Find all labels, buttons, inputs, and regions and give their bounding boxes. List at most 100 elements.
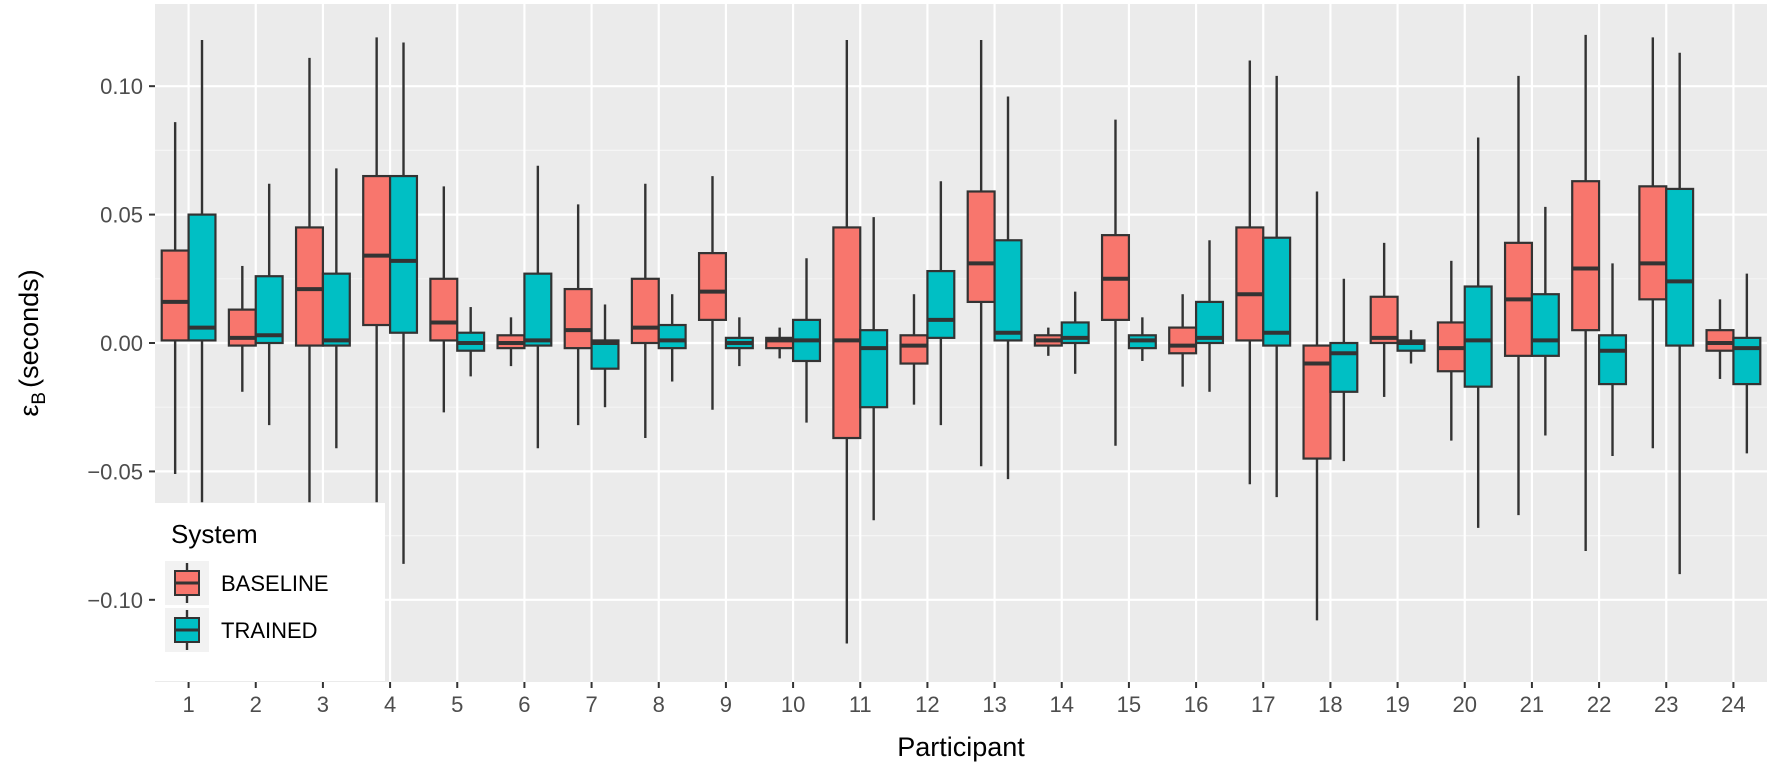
x-tick-label: 24	[1721, 692, 1745, 717]
box-baseline-participant-3	[294, 57, 325, 503]
box-iqr	[1463, 285, 1493, 388]
box-iqr	[966, 190, 996, 304]
box-baseline-participant-15	[1100, 119, 1131, 446]
box-iqr	[388, 174, 419, 334]
box-trained-participant-3	[321, 168, 351, 449]
box-baseline-participant-11	[832, 39, 862, 644]
x-tick-label: 3	[317, 692, 329, 717]
box-baseline-participant-6	[496, 317, 526, 367]
y-tick-label: 0.00	[100, 331, 143, 356]
box-baseline-participant-9	[697, 176, 728, 410]
box-trained-participant-2	[254, 183, 284, 426]
x-tick-label: 20	[1453, 692, 1477, 717]
box-iqr	[321, 272, 351, 347]
box-trained-participant-7	[590, 304, 620, 408]
box-iqr	[1235, 226, 1265, 342]
box-trained-participant-19	[1396, 330, 1426, 364]
x-tick-label: 2	[250, 692, 262, 717]
x-tick-label: 19	[1385, 692, 1409, 717]
box-trained-participant-5	[456, 307, 486, 377]
box-iqr	[1530, 293, 1560, 357]
x-tick-label: 17	[1251, 692, 1275, 717]
box-iqr	[227, 308, 257, 347]
box-baseline-participant-1	[160, 122, 190, 474]
box-baseline-participant-21	[1503, 75, 1534, 516]
x-tick-label: 7	[585, 692, 597, 717]
y-tick-label: 0.10	[100, 74, 143, 99]
box-iqr	[187, 213, 217, 342]
legend-label: BASELINE	[221, 571, 329, 596]
box-baseline-participant-23	[1638, 37, 1668, 449]
legend: System BASELINE TRAINED	[155, 503, 385, 681]
box-baseline-participant-19	[1369, 242, 1399, 397]
box-iqr	[563, 287, 593, 350]
series-baseline	[160, 34, 1735, 644]
box-trained-participant-13	[993, 96, 1023, 480]
box-iqr	[1396, 339, 1426, 352]
boxplot-series	[160, 34, 1762, 644]
box-iqr	[429, 277, 459, 342]
box-iqr	[254, 275, 284, 345]
box-iqr	[630, 277, 660, 345]
box-trained-participant-18	[1329, 278, 1359, 462]
box-iqr	[1571, 180, 1601, 332]
box-iqr	[1732, 336, 1762, 386]
x-tick-label: 21	[1520, 692, 1544, 717]
box-baseline-participant-22	[1571, 34, 1601, 552]
box-iqr	[1705, 329, 1735, 352]
box-iqr	[1168, 326, 1198, 355]
box-iqr	[1329, 341, 1359, 393]
box-trained-participant-14	[1060, 291, 1090, 374]
x-tick-label: 11	[849, 692, 872, 717]
x-tick-label: 6	[518, 692, 530, 717]
box-baseline-participant-7	[563, 204, 593, 426]
box-trained-participant-24	[1732, 273, 1762, 454]
box-iqr	[926, 269, 956, 339]
x-tick-label: 23	[1654, 692, 1678, 717]
x-tick-label: 12	[915, 692, 939, 717]
box-iqr	[859, 329, 889, 409]
x-tick-label: 13	[982, 692, 1006, 717]
x-tick-label: 14	[1050, 692, 1074, 717]
box-baseline-participant-18	[1302, 191, 1332, 621]
x-tick-label: 15	[1117, 692, 1141, 717]
legend-title: System	[171, 519, 258, 549]
box-iqr	[899, 334, 929, 365]
legend-label: TRAINED	[221, 618, 318, 643]
box-baseline-participant-8	[630, 183, 660, 439]
box-iqr	[1665, 187, 1695, 347]
legend-entry-trained: TRAINED	[165, 608, 318, 652]
x-tick-label: 1	[182, 692, 194, 717]
box-baseline-participant-4	[362, 37, 392, 503]
box-iqr	[1597, 334, 1628, 386]
x-tick-label: 9	[720, 692, 732, 717]
x-axis: 1 2 3 4 5 6 7 8 9 10 11 12 13 14 15 16 17 18 19 20 21 22 23 24	[182, 682, 1746, 717]
series-trained	[187, 39, 1762, 575]
box-baseline-participant-24	[1705, 299, 1735, 379]
box-trained-participant-16	[1194, 240, 1225, 392]
box-iqr	[1638, 185, 1668, 301]
box-trained-participant-21	[1530, 206, 1560, 436]
y-tick-label: −0.10	[87, 588, 143, 613]
box-iqr	[160, 249, 190, 342]
y-axis-symbol: ε	[14, 405, 44, 417]
box-baseline-participant-5	[429, 186, 459, 413]
x-tick-label: 18	[1318, 692, 1342, 717]
x-tick-label: 8	[653, 692, 665, 717]
box-iqr	[657, 323, 687, 350]
box-trained-participant-17	[1262, 75, 1292, 498]
box-trained-participant-10	[791, 258, 822, 423]
y-tick-label: −0.05	[87, 459, 143, 484]
box-iqr	[1369, 295, 1399, 345]
box-baseline-participant-16	[1168, 294, 1198, 387]
box-trained-participant-20	[1463, 137, 1493, 528]
x-tick-label: 4	[384, 692, 396, 717]
y-tick-label: 0.05	[100, 203, 143, 228]
box-iqr	[697, 252, 728, 321]
box-trained-participant-6	[523, 165, 553, 449]
box-trained-participant-4	[388, 42, 419, 564]
x-tick-label: 10	[781, 692, 805, 717]
x-tick-label: 5	[451, 692, 463, 717]
y-axis: −0.10 −0.05 0.00 0.05 0.10	[87, 74, 155, 613]
